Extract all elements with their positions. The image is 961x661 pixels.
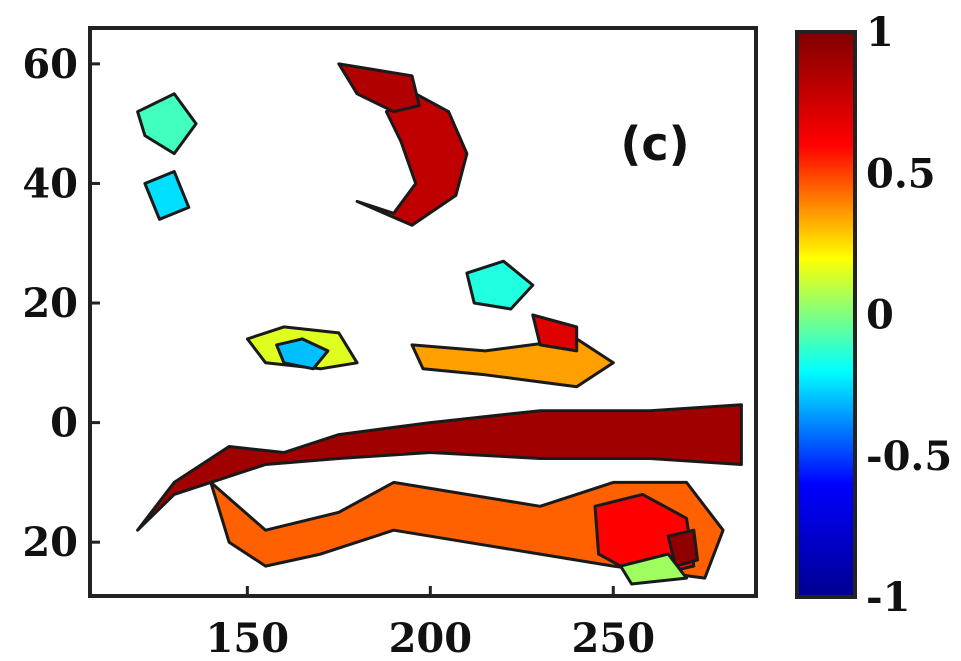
colorbar-ticks: 1 0.5 0 -0.5 -1 xyxy=(866,9,952,621)
correlation-region-10 xyxy=(143,170,191,221)
colorbar-tick-label: 0.5 xyxy=(866,150,936,197)
colorbar-ramp xyxy=(795,30,857,599)
y-tick-label: 20 xyxy=(22,519,78,566)
correlation-region-7 xyxy=(465,259,535,311)
y-tick-label: 0 xyxy=(50,400,78,447)
x-tick-label: 150 xyxy=(206,615,290,661)
x-tick-label: 200 xyxy=(389,615,473,661)
colorbar: 1 0.5 0 -0.5 -1 xyxy=(795,9,952,621)
panel-label: (c) xyxy=(620,117,689,171)
colorbar-tick-label: 0 xyxy=(866,292,894,339)
colorbar-tick-label: 1 xyxy=(866,9,894,56)
correlation-region-1 xyxy=(136,403,743,532)
correlation-region-13 xyxy=(619,552,688,586)
correlation-region-12 xyxy=(666,528,699,568)
y-tick-label: 40 xyxy=(22,160,78,207)
plot-frame xyxy=(88,26,758,598)
colorbar-tick-label: -1 xyxy=(866,574,910,621)
correlation-region-5 xyxy=(410,337,615,389)
x-tick-label: 250 xyxy=(572,615,656,661)
y-tick-label: 60 xyxy=(22,41,78,88)
correlation-region-8 xyxy=(275,337,330,371)
correlation-region-14 xyxy=(531,313,579,353)
correlation-region-3 xyxy=(337,62,421,114)
y-tick-label: 20 xyxy=(22,280,78,327)
colorbar-tick-label: -0.5 xyxy=(866,433,952,480)
correlation-region-9 xyxy=(136,92,198,156)
correlation-field xyxy=(136,62,743,586)
x-axis-ticks: 150 200 250 xyxy=(206,586,655,661)
map-plot-area xyxy=(88,26,758,598)
y-axis-ticks: 60 40 20 0 20 xyxy=(22,41,100,566)
